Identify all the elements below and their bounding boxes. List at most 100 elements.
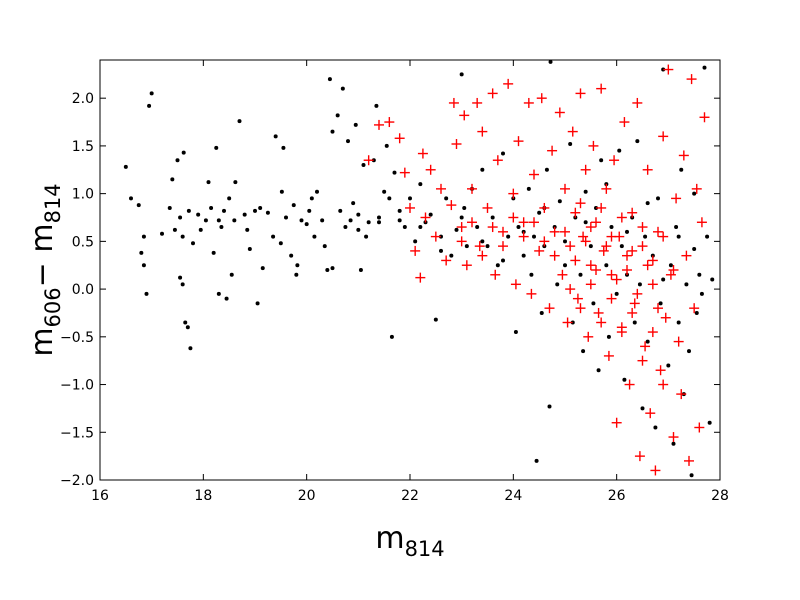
dot-point [198,227,203,232]
plus-point [565,241,576,252]
plus-point [647,255,658,266]
plus-point [694,422,705,433]
dot-point [413,239,418,244]
dot-point [462,205,467,210]
dot-point [178,275,183,280]
dot-point [149,91,154,96]
dot-point [335,113,340,118]
dot-point [211,250,216,255]
plus-point [606,269,617,280]
plus-point [529,217,539,228]
dot-point [699,291,704,296]
plus-point [663,64,674,75]
dot-point [594,205,598,210]
plus-point [658,131,669,142]
dot-point [358,268,363,272]
y-tick-label: −2.0 [60,473,94,489]
plus-point [425,164,436,175]
dot-point [206,180,211,185]
plus-point [591,217,601,228]
y-tick-label: 0.0 [72,282,94,298]
dot-point [570,320,575,325]
dot-point [555,282,560,287]
dot-point [139,250,144,255]
plus-point [487,222,498,233]
plus-point [627,245,638,256]
dot-point [444,196,449,201]
dot-point [418,225,423,230]
dot-point [710,277,715,282]
plus-point [676,389,687,400]
plus-point [624,379,635,390]
dot-point [279,189,284,194]
dot-point [366,220,371,225]
dot-point [544,167,549,172]
plus-point [374,119,384,130]
dot-point [141,263,146,268]
plus-point [487,88,498,99]
dot-point [684,282,689,287]
plus-point [668,265,679,275]
plus-point [441,255,452,266]
dot-point [123,164,128,169]
dot-point [402,225,407,230]
plus-point [474,241,485,252]
dot-point [532,234,536,239]
plus-point [503,78,514,89]
plus-point [554,107,565,118]
dot-point [384,143,389,148]
dot-point [697,272,702,277]
dot-point [160,231,164,236]
plus-point [430,231,441,242]
plus-point [562,317,573,328]
plus-point [580,236,591,247]
dot-point [147,103,152,108]
dot-point [548,60,553,64]
dot-point [364,234,369,239]
dot-point [676,234,681,239]
plus-point [678,150,689,161]
plus-point [498,241,508,252]
plus-point [544,303,555,314]
plus-point [575,303,586,314]
dot-point [439,234,443,239]
x-tick-label: 22 [401,488,419,504]
dot-point [183,320,188,325]
y-tick-label: 2.0 [72,91,94,107]
dot-point [501,258,505,263]
plus-point [539,236,550,247]
dot-point [271,234,276,239]
plus-point [673,336,684,347]
dot-point [674,225,679,230]
plus-point [671,193,682,204]
dot-point [625,229,629,234]
plus-point [591,265,601,275]
dot-point [418,182,423,187]
dot-point [312,234,317,239]
plus-point [539,202,550,213]
dot-point [196,212,201,217]
y-tick-label: −1.0 [60,378,94,394]
plus-point [405,202,415,213]
dot-point [330,129,335,134]
plus-point [572,293,583,304]
dot-point [583,189,588,194]
dot-point [186,208,191,213]
x-tick-label: 24 [504,488,522,504]
dot-point [454,227,459,232]
plus-point [510,279,521,290]
dot-point [583,220,588,225]
plus-point [459,110,470,121]
plus-point [606,293,617,304]
dot-point [389,334,394,339]
plus-point [642,260,653,271]
dot-point [661,67,666,72]
plus-point [570,207,581,218]
dot-point [480,167,485,172]
plus-point [575,198,586,209]
dot-point [371,158,376,163]
plus-point [611,417,622,428]
plus-point [609,155,620,166]
dot-point [640,406,645,411]
